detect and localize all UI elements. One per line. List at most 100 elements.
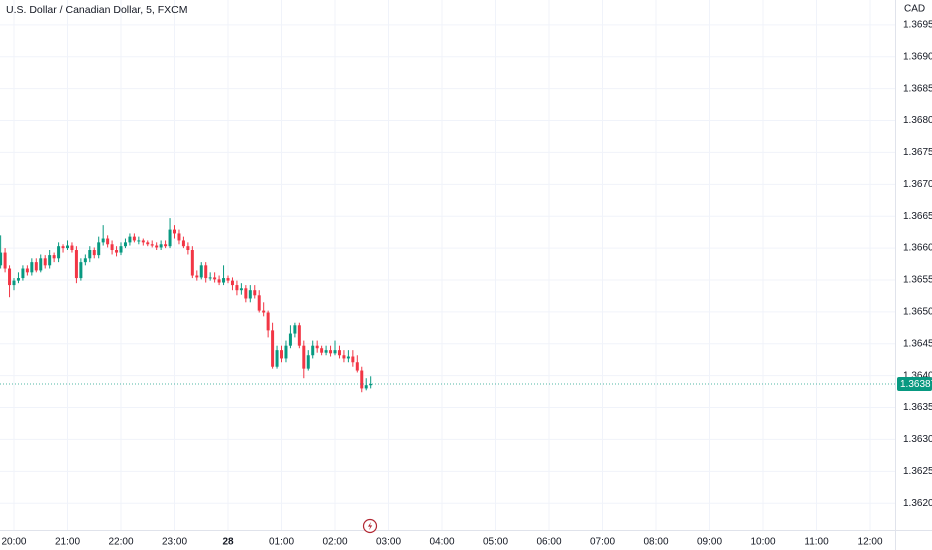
- last-price-box: [897, 376, 932, 391]
- candle-body: [43, 258, 47, 266]
- candle-body: [262, 310, 266, 313]
- candle-body: [159, 244, 163, 248]
- y-tick-label: 1.36750: [903, 147, 932, 158]
- candle-body: [30, 262, 34, 273]
- candle-body: [280, 350, 284, 359]
- chart-title: U.S. Dollar / Canadian Dollar, 5, FXCM: [6, 4, 187, 16]
- candle-body: [253, 290, 257, 296]
- candle-body: [39, 258, 43, 271]
- candle-body: [34, 262, 38, 271]
- x-tick-label: 09:00: [697, 537, 722, 548]
- candle-body: [177, 233, 181, 241]
- x-tick-label: 03:00: [376, 537, 401, 548]
- candle-body: [346, 356, 350, 359]
- candle-body: [369, 383, 373, 386]
- x-tick-label: 04:00: [430, 537, 455, 548]
- candle-body: [141, 240, 145, 243]
- x-tick-label: 20:00: [1, 537, 26, 548]
- candle-body: [190, 250, 194, 276]
- candle-body: [284, 345, 288, 359]
- y-tick-label: 1.36650: [903, 211, 932, 222]
- candle-body: [70, 245, 74, 251]
- candle-body: [337, 350, 341, 356]
- candle-body: [266, 312, 270, 331]
- y-tick-label: 1.36300: [903, 434, 932, 445]
- candle-body: [137, 240, 141, 242]
- candle-body: [48, 255, 52, 266]
- candle-body: [88, 250, 92, 259]
- grid: [0, 0, 895, 530]
- candle-body: [83, 258, 87, 263]
- x-tick-label: 12:00: [858, 537, 883, 548]
- y-tick-label: 1.36800: [903, 115, 932, 126]
- y-tick-label: 1.36700: [903, 179, 932, 190]
- candle-body: [320, 348, 324, 353]
- y-tick-label: 1.36900: [903, 51, 932, 62]
- candle-body: [257, 295, 261, 311]
- candle-body: [110, 244, 114, 251]
- candle-body: [297, 325, 301, 346]
- candle-body: [106, 238, 110, 245]
- candle-body: [199, 265, 203, 278]
- candle-body: [168, 229, 172, 247]
- candle-body: [222, 278, 226, 283]
- candle-body: [150, 244, 154, 246]
- candle-body: [181, 240, 185, 247]
- candle-body: [208, 277, 212, 279]
- candle-body: [25, 268, 29, 273]
- candle-body: [351, 356, 355, 363]
- candle-body: [244, 288, 248, 299]
- candles: [0, 218, 373, 393]
- candle-body: [275, 350, 279, 367]
- candle-body: [128, 236, 132, 243]
- candle-body: [92, 250, 96, 256]
- candle-body: [204, 265, 208, 279]
- candle-body: [3, 252, 7, 269]
- y-tick-label: 1.36850: [903, 83, 932, 94]
- x-tick-label: 05:00: [483, 537, 508, 548]
- candle-body: [342, 355, 346, 359]
- candle-body: [230, 280, 234, 286]
- event-icon[interactable]: [362, 518, 378, 534]
- candle-body: [173, 229, 177, 234]
- candle-body: [248, 290, 252, 299]
- candle-body: [333, 350, 337, 354]
- candle-body: [74, 250, 78, 279]
- x-tick-label: 01:00: [269, 537, 294, 548]
- candle-body: [155, 245, 159, 248]
- x-tick-label: 06:00: [537, 537, 562, 548]
- candle-body: [115, 250, 119, 253]
- candle-body: [195, 275, 199, 278]
- y-tick-label: 1.36200: [903, 498, 932, 509]
- y-tick-label: 1.36350: [903, 402, 932, 413]
- candle-body: [132, 236, 136, 241]
- candle-body: [146, 242, 150, 245]
- candle-body: [16, 278, 20, 281]
- candle-body: [364, 385, 368, 389]
- y-tick-label: 1.36550: [903, 275, 932, 286]
- candle-body: [235, 285, 239, 291]
- candle-body: [355, 362, 359, 371]
- x-tick-label: 02:00: [322, 537, 347, 548]
- y-axis-label: CAD: [904, 4, 925, 15]
- x-tick-label: 11:00: [804, 537, 829, 548]
- x-tick-label: 23:00: [162, 537, 187, 548]
- candle-body: [226, 278, 230, 281]
- x-tick-label: 07:00: [590, 537, 615, 548]
- candle-body: [311, 345, 315, 356]
- candle-body: [164, 244, 168, 247]
- y-tick-label: 1.36250: [903, 466, 932, 477]
- last-price-label: 1.36387: [900, 379, 932, 390]
- candle-body: [293, 325, 297, 334]
- x-tick-label: 28: [222, 537, 234, 548]
- candle-body: [239, 288, 243, 291]
- y-tick-label: 1.36450: [903, 338, 932, 349]
- candle-body: [57, 246, 61, 259]
- x-tick-label: 21:00: [55, 537, 80, 548]
- candle-body: [271, 330, 275, 367]
- candle-body: [79, 262, 83, 279]
- candle-body: [8, 268, 12, 286]
- candle-body: [66, 245, 70, 249]
- candle-body: [101, 238, 105, 243]
